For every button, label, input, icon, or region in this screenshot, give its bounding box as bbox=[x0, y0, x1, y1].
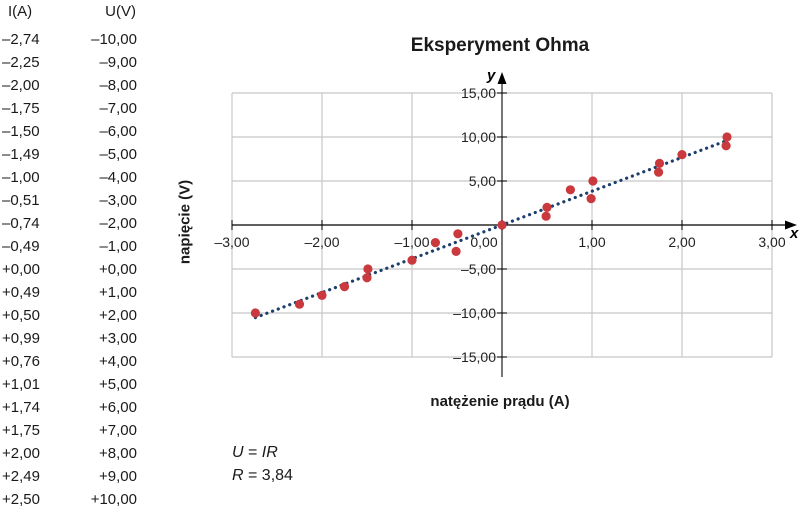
equation-resistance: R = 3,84 bbox=[232, 467, 293, 485]
data-point bbox=[339, 282, 350, 292]
x-tick-label: –1,00 bbox=[394, 234, 429, 250]
data-point bbox=[565, 185, 576, 195]
cell-voltage: +0,00 bbox=[99, 261, 137, 278]
cell-current: +0,76 bbox=[2, 353, 40, 370]
cell-voltage: –5,00 bbox=[99, 146, 137, 163]
x-tick-label: –2,00 bbox=[304, 234, 339, 250]
data-point bbox=[541, 211, 551, 221]
x-tick-label: 3,00 bbox=[758, 234, 785, 250]
data-point bbox=[451, 246, 461, 256]
data-point bbox=[542, 202, 552, 212]
y-tick-label: 15,00 bbox=[461, 85, 496, 101]
equation-ohm: U = IR bbox=[232, 444, 278, 462]
header-voltage: U(V) bbox=[105, 3, 136, 20]
cell-current: +1,74 bbox=[2, 399, 40, 416]
cell-voltage: +10,00 bbox=[90, 491, 137, 508]
cell-voltage: +6,00 bbox=[99, 399, 137, 416]
eq-sign: = bbox=[243, 444, 262, 461]
y-tick-label: –5,00 bbox=[461, 261, 496, 277]
cell-voltage: –2,00 bbox=[99, 215, 137, 232]
cell-voltage: –3,00 bbox=[99, 192, 137, 209]
cell-voltage: –10,00 bbox=[91, 31, 137, 48]
cell-current: +2,00 bbox=[2, 445, 40, 462]
cell-current: –2,25 bbox=[2, 54, 40, 71]
data-point bbox=[654, 167, 664, 177]
y-tick-label: –10,00 bbox=[453, 305, 496, 321]
cell-voltage: +3,00 bbox=[99, 330, 137, 347]
data-point bbox=[586, 194, 596, 204]
cell-voltage: –7,00 bbox=[99, 100, 137, 117]
trendline bbox=[253, 138, 729, 320]
data-point bbox=[497, 220, 507, 230]
data-point bbox=[363, 264, 373, 274]
x-tick-label: 2,00 bbox=[668, 234, 695, 250]
x-tick-label: 0,00 bbox=[470, 234, 497, 250]
data-point bbox=[407, 255, 417, 265]
cell-voltage: +4,00 bbox=[99, 353, 137, 370]
data-point bbox=[654, 158, 665, 168]
cell-voltage: +8,00 bbox=[99, 445, 137, 462]
cell-voltage: +5,00 bbox=[99, 376, 137, 393]
cell-current: +0,00 bbox=[2, 261, 40, 278]
data-point bbox=[677, 150, 687, 160]
cell-voltage: +9,00 bbox=[99, 468, 137, 485]
eq-sign: = bbox=[243, 467, 262, 484]
cell-current: –2,74 bbox=[2, 31, 40, 48]
cell-voltage: +1,00 bbox=[99, 284, 137, 301]
cell-current: –1,49 bbox=[2, 146, 40, 163]
cell-current: +2,50 bbox=[2, 491, 40, 508]
cell-current: +2,49 bbox=[2, 468, 40, 485]
cell-voltage: –8,00 bbox=[99, 77, 137, 94]
y-axis-arrow-icon bbox=[497, 72, 507, 84]
x-axis-letter: x bbox=[789, 225, 799, 242]
data-point bbox=[362, 273, 372, 283]
cell-current: –2,00 bbox=[2, 77, 40, 94]
cell-current: +1,01 bbox=[2, 376, 40, 393]
cell-current: –0,49 bbox=[2, 238, 40, 255]
cell-current: +0,50 bbox=[2, 307, 40, 324]
data-point bbox=[250, 308, 260, 318]
x-tick-label: 1,00 bbox=[578, 234, 605, 250]
data-point bbox=[721, 141, 731, 151]
eq-var-r: R bbox=[232, 467, 244, 484]
cell-current: +0,49 bbox=[2, 284, 40, 301]
data-point bbox=[430, 238, 440, 248]
cell-voltage: –9,00 bbox=[99, 54, 137, 71]
data-point bbox=[588, 176, 598, 186]
x-axis-arrow-icon bbox=[785, 220, 797, 230]
cell-current: +0,99 bbox=[2, 330, 40, 347]
y-tick-label: 5,00 bbox=[469, 173, 496, 189]
cell-current: –0,74 bbox=[2, 215, 40, 232]
cell-current: +1,75 bbox=[2, 422, 40, 439]
data-point bbox=[294, 299, 305, 309]
cell-current: –1,00 bbox=[2, 169, 40, 186]
cell-current: –1,75 bbox=[2, 100, 40, 117]
y-tick-label: 10,00 bbox=[461, 129, 496, 145]
header-current: I(A) bbox=[8, 3, 33, 20]
eq-var-u: U bbox=[232, 444, 244, 461]
x-tick-label: –3,00 bbox=[214, 234, 249, 250]
cell-voltage: –4,00 bbox=[99, 169, 137, 186]
x-axis-label: natężenie prądu (A) bbox=[430, 393, 570, 410]
cell-voltage: +2,00 bbox=[99, 307, 137, 324]
eq-var-ir: IR bbox=[261, 444, 278, 461]
data-point bbox=[317, 290, 327, 300]
eq-value-r: 3,84 bbox=[261, 467, 293, 484]
cell-voltage: –6,00 bbox=[99, 123, 137, 140]
cell-voltage: –1,00 bbox=[99, 238, 137, 255]
cell-current: –1,50 bbox=[2, 123, 40, 140]
chart-title: Eksperyment Ohma bbox=[410, 35, 590, 56]
cell-voltage: +7,00 bbox=[99, 422, 137, 439]
data-point bbox=[722, 132, 732, 142]
y-tick-label: –15,00 bbox=[453, 349, 496, 365]
data-point bbox=[453, 229, 463, 239]
y-axis-letter: y bbox=[486, 67, 496, 84]
cell-current: –0,51 bbox=[2, 192, 40, 209]
